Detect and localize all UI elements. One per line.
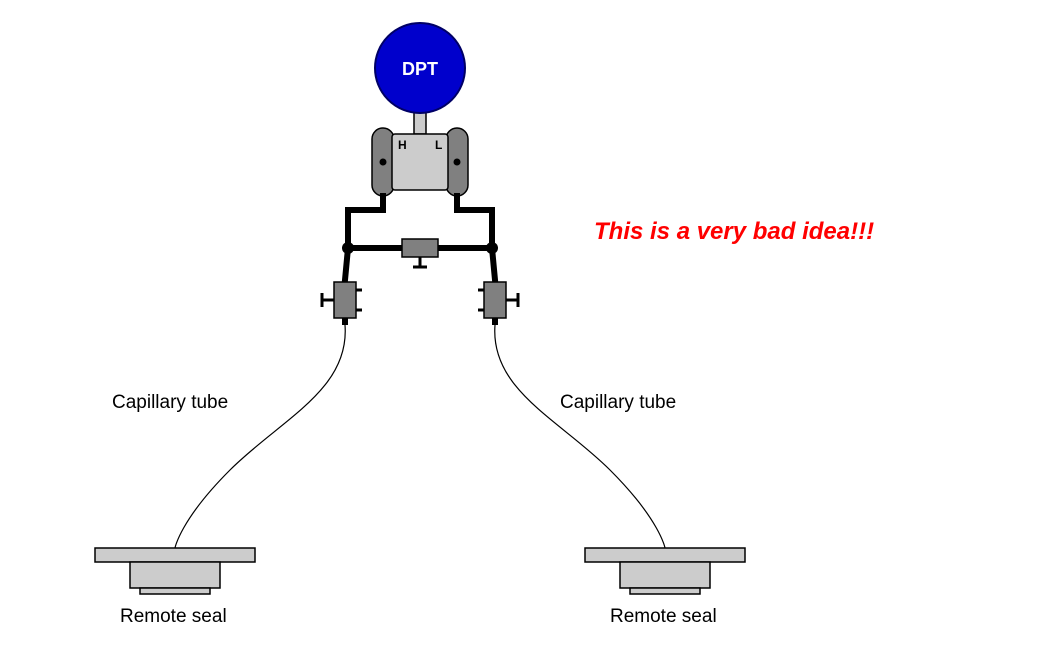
dpt-label: DPT bbox=[402, 59, 438, 79]
label-capillary-left: Capillary tube bbox=[112, 392, 228, 414]
valve-isolate-left bbox=[322, 282, 362, 318]
remote-seal-left bbox=[95, 548, 255, 594]
transmitter-l-label: L bbox=[435, 138, 442, 152]
capillary-left bbox=[175, 325, 345, 548]
transmitter-h-label: H bbox=[398, 138, 407, 152]
label-seal-right: Remote seal bbox=[610, 606, 717, 628]
valve-isolate-right bbox=[478, 282, 518, 318]
label-seal-left: Remote seal bbox=[120, 606, 227, 628]
valve-equalize bbox=[402, 239, 438, 267]
warning-text: This is a very bad idea!!! bbox=[594, 218, 874, 246]
capillary-right bbox=[495, 325, 665, 548]
remote-seal-right bbox=[585, 548, 745, 594]
label-capillary-right: Capillary tube bbox=[560, 392, 676, 414]
